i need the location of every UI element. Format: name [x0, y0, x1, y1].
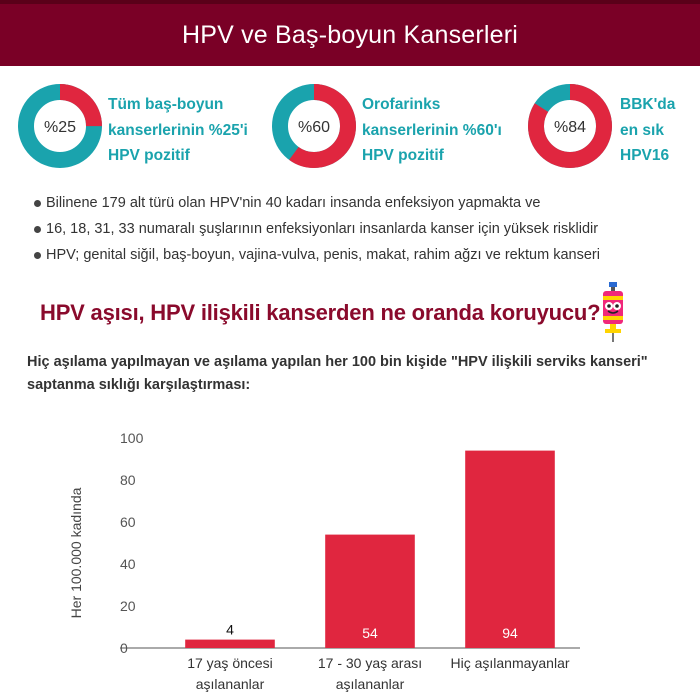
- x-tick-label: aşılananlar: [196, 676, 265, 692]
- x-tick-label: Hiç aşılanmayanlar: [450, 655, 569, 671]
- bullet-dot-icon: [34, 199, 41, 207]
- x-tick-label: 17 yaş öncesi: [187, 655, 273, 671]
- list-item: HPV; genital siğil, baş-boyun, vajina-vu…: [34, 242, 694, 268]
- stat-line: kanserlerinin %60'ı: [362, 121, 502, 139]
- bar-value-label: 54: [362, 625, 378, 641]
- stat-line: BBK'da: [620, 96, 676, 113]
- stat-line: HPV pozitif: [108, 147, 190, 164]
- section-title: HPV aşısı, HPV ilişkili kanserden ne ora…: [40, 300, 601, 325]
- bar: [325, 534, 415, 648]
- x-tick-label: aşılananlar: [336, 676, 405, 692]
- y-tick-label: 20: [120, 598, 136, 614]
- fact-list: Bilinene 179 alt türü olan HPV'nin 40 ka…: [34, 190, 694, 268]
- bullet-dot-icon: [34, 251, 41, 259]
- stat-line: HPV pozitif: [362, 147, 444, 164]
- stat-card-3: %84 BBK'da en sık HPV16: [528, 84, 698, 180]
- y-axis-title: Her 100.000 kadında: [68, 487, 84, 618]
- vaccine-mascot-icon: [603, 282, 623, 342]
- bar: [465, 450, 555, 648]
- list-item-text: HPV; genital siğil, baş-boyun, vajina-vu…: [46, 247, 600, 263]
- y-tick-label: 40: [120, 556, 136, 572]
- subtitle-line: saptanma sıklığı karşılaştırması:: [27, 377, 251, 393]
- x-tick-label: 17 - 30 yaş arası: [318, 655, 422, 671]
- y-tick-label: 60: [120, 514, 136, 530]
- donut-chart-2: %60: [272, 84, 356, 168]
- stat-card-1: %25 Tüm baş-boyun kanserlerinin %25'i HP…: [18, 84, 258, 180]
- stat-line: Tüm baş-boyun: [108, 96, 224, 113]
- bar: [185, 639, 275, 648]
- subtitle-line: Hiç aşılama yapılmayan ve aşılama yapıla…: [27, 354, 648, 370]
- list-item-text: Bilinene 179 alt türü olan HPV'nin 40 ka…: [46, 195, 541, 211]
- list-item: 16, 18, 31, 33 numaralı şuşlarının enfek…: [34, 216, 694, 242]
- bar-chart: 0 20 40 60 80 100 Her 100.000 kadında 4 17 yaş ö…: [0, 420, 700, 700]
- y-tick-label: 80: [120, 472, 136, 488]
- donut-fill-3: [528, 84, 612, 168]
- donut-chart-3: %84: [528, 84, 612, 168]
- stat-line: Orofarinks: [362, 96, 441, 113]
- chart-subtitle: Hiç aşılama yapılmayan ve aşılama yapıla…: [27, 351, 687, 397]
- bar-value-label: 94: [502, 625, 518, 641]
- donut-value-2: %60: [298, 119, 330, 136]
- stat-line: kanserlerinin %25'i: [108, 121, 248, 139]
- donut-chart-1: %25: [18, 84, 102, 168]
- list-item-text: 16, 18, 31, 33 numaralı şuşlarının enfek…: [46, 221, 599, 237]
- stat-line: HPV16: [620, 147, 670, 164]
- header-banner: HPV ve Baş-boyun Kanserleri: [0, 0, 700, 66]
- stat-label-2: Orofarinks kanserlerinin %60'ı HPV pozit…: [362, 92, 502, 169]
- stat-card-2: %60 Orofarinks kanserlerinin %60'ı HPV p…: [272, 84, 512, 180]
- list-item: Bilinene 179 alt türü olan HPV'nin 40 ka…: [34, 190, 694, 216]
- donut-value-1: %25: [44, 119, 76, 136]
- y-tick-label: 100: [120, 430, 144, 446]
- donut-fill-1: [18, 84, 102, 168]
- donut-value-3: %84: [554, 119, 586, 136]
- page-title: HPV ve Baş-boyun Kanserleri: [181, 20, 519, 49]
- bar-value-label: 4: [226, 622, 234, 638]
- stat-line: en sık: [620, 121, 664, 139]
- stat-label-3: BBK'da en sık HPV16: [620, 92, 675, 169]
- donut-fill-2: [272, 84, 356, 168]
- bullet-dot-icon: [34, 225, 41, 233]
- stat-label-1: Tüm baş-boyun kanserlerinin %25'i HPV po…: [108, 92, 248, 169]
